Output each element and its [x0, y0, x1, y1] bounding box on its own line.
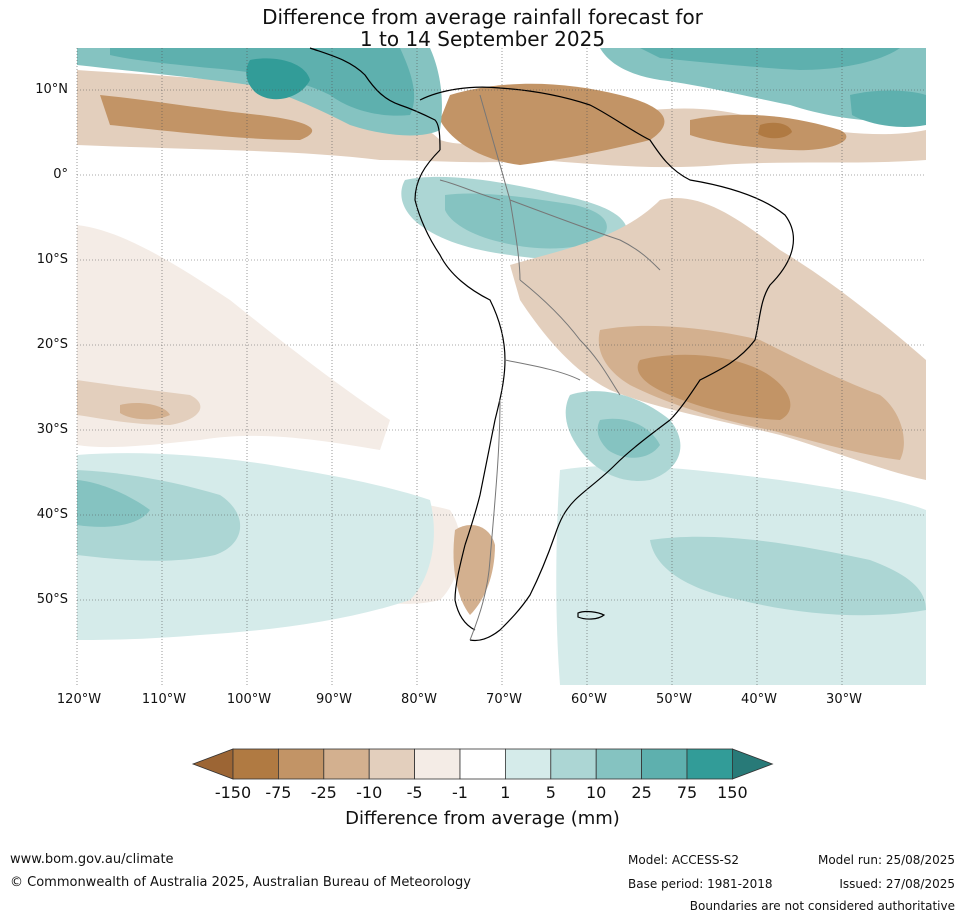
colorbar-extend-high [732, 748, 774, 780]
colorbar-tick-label: -1 [452, 783, 468, 802]
lon-label-110w: 110°W [141, 692, 187, 707]
contour-pacific-north-wet-inner [110, 48, 415, 116]
lon-label-120w: 120°W [56, 692, 102, 707]
lat-label-30s: 30°S [36, 422, 68, 437]
colorbar-segment [595, 748, 643, 780]
colorbar-label: Difference from average (mm) [345, 808, 620, 829]
contour-pacific-north-wet-core [246, 58, 310, 100]
footer-disclaimer: Boundaries are not considered authoritat… [689, 899, 955, 913]
colorbar-tick-label: -25 [310, 783, 337, 802]
coastline-central-america [309, 47, 441, 151]
contour-north-dry-inner [100, 95, 313, 140]
border-4 [504, 359, 581, 381]
colorbar-tick-label: 10 [586, 783, 607, 802]
coastline-caribbean [419, 86, 794, 421]
border-5 [469, 399, 501, 641]
colorbar-segments [191, 748, 774, 780]
lat-label-20s: 20°S [36, 337, 68, 352]
colorbar-tick-label: 1 [500, 783, 511, 802]
footer-website: www.bom.gov.au/climate [10, 852, 174, 867]
contour-pacific-dry-core [120, 403, 170, 420]
border-6 [439, 179, 501, 201]
colorbar-segment [686, 748, 733, 780]
colorbar-segment [641, 748, 688, 780]
contour-atlantic-wet-east [850, 90, 926, 127]
colorbar-extend-low [191, 748, 234, 780]
colorbar-tick-label: -10 [356, 783, 383, 802]
colorbar-segment [459, 748, 506, 780]
lat-label-50s: 50°S [36, 592, 68, 607]
footer-issued: Issued: 27/08/2025 [839, 877, 955, 891]
colorbar-segment [277, 748, 325, 780]
colorbar-tick-label: 150 [717, 783, 748, 802]
coastline-falklands [577, 610, 606, 620]
border-3 [519, 279, 621, 396]
colorbar-tick-label: 25 [631, 783, 652, 802]
contour-atlantic-north-wet-inner [640, 48, 900, 70]
colorbar-segment [550, 748, 597, 780]
gridlines [76, 48, 926, 685]
lon-label-80w: 80°W [401, 692, 437, 707]
colorbar-tick-label: 75 [676, 783, 698, 802]
contour-brazil-dry-core [637, 354, 791, 420]
colorbar-tick-label: -75 [265, 783, 292, 802]
contour-venezuela-dry [440, 83, 665, 165]
colorbar-tick-label: -150 [214, 783, 252, 802]
contour-south-wet-east-inner [650, 536, 926, 616]
map-title-line2: 1 to 14 September 2025 [359, 27, 606, 51]
lat-label-40s: 40°S [36, 507, 68, 522]
colorbar-segment [323, 748, 370, 780]
lon-label-40w: 40°W [741, 692, 777, 707]
colorbar-segment [504, 748, 552, 780]
lat-label-10s: 10°S [36, 252, 68, 267]
lon-label-90w: 90°W [316, 692, 352, 707]
lat-label-10n: 10°N [35, 82, 68, 97]
lon-label-100w: 100°W [226, 692, 272, 707]
footer-copyright: © Commonwealth of Australia 2025, Austra… [10, 875, 471, 890]
contour-pacific-dry-west-inner [77, 380, 201, 425]
lon-label-60w: 60°W [571, 692, 607, 707]
contour-amazon-wet-inner [445, 193, 607, 249]
colorbar-segment [414, 748, 461, 780]
colorbar-tick-label: -5 [406, 783, 423, 802]
lon-label-30w: 30°W [826, 692, 862, 707]
lon-label-70w: 70°W [486, 692, 522, 707]
lat-label-0: 0° [53, 167, 68, 182]
country-borders [439, 94, 661, 641]
footer-base-period: Base period: 1981-2018 [628, 877, 773, 891]
colorbar-tick-label: 5 [545, 783, 556, 802]
map-title-line1: Difference from average rainfall forecas… [262, 5, 703, 29]
border-1 [479, 94, 521, 281]
coastline-southern-cone [469, 419, 671, 642]
border-2 [509, 199, 661, 271]
lon-label-50w: 50°W [656, 692, 692, 707]
colorbar-segment [368, 748, 416, 780]
contour-atlantic-dry-core [758, 122, 792, 139]
contour-uruguay-wet-inner [597, 418, 660, 458]
footer-model: Model: ACCESS-S2 [628, 853, 740, 867]
footer-model-run: Model run: 25/08/2025 [817, 853, 955, 867]
colorbar-segment [232, 748, 279, 780]
